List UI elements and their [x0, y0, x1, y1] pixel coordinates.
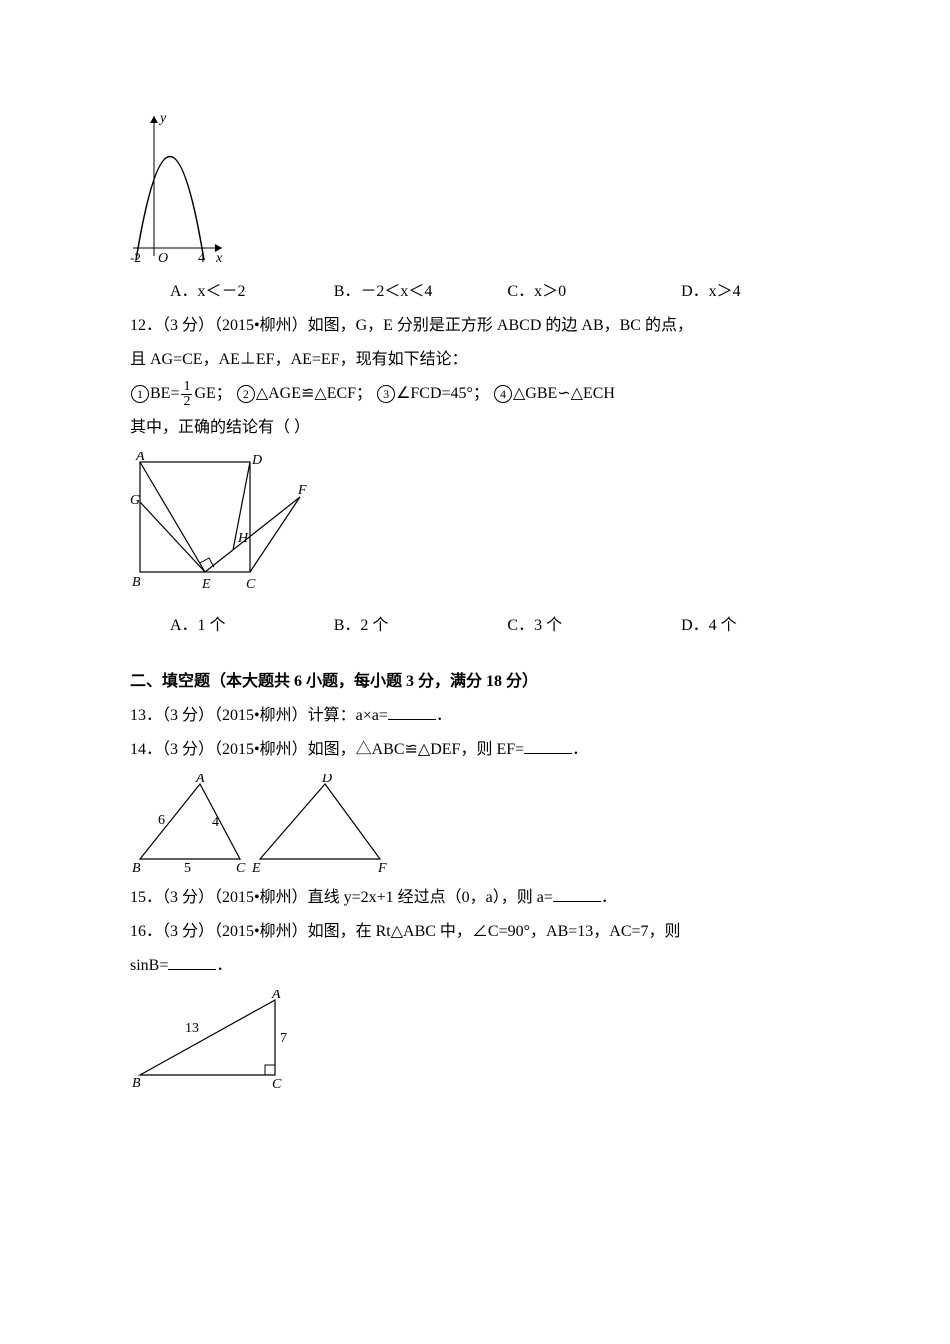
- svg-text:A: A: [135, 452, 145, 464]
- neg2-label: -2: [130, 250, 141, 265]
- q14-line: 14．（3 分）（2015•柳州）如图，△ABC≌△DEF，则 EF=．: [130, 734, 820, 766]
- section-2-header: 二、填空题（本大题共 6 小题，每小题 3 分，满分 18 分）: [130, 666, 820, 698]
- svg-text:C: C: [246, 577, 256, 592]
- svg-text:F: F: [377, 861, 387, 874]
- q12-square-figure: A D G F H B E C: [130, 452, 820, 602]
- q12-statements: 1BE=12GE； 2△AGE≌△ECF； 3∠FCD=45°； 4△GBE∽△…: [130, 378, 820, 410]
- origin-label: O: [158, 251, 168, 266]
- svg-text:D: D: [251, 453, 262, 468]
- q11-options: A．x＜－2 B．－2＜x＜4 C．x＞0 D．x＞4: [130, 276, 820, 308]
- q12-options: A．1 个 B．2 个 C．3 个 D．4 个: [130, 610, 820, 642]
- svg-text:C: C: [272, 1077, 282, 1090]
- q15-line: 15．（3 分）（2015•柳州）直线 y=2x+1 经过点（0，a），则 a=…: [130, 882, 820, 914]
- q14-blank: [524, 740, 572, 754]
- svg-text:A: A: [195, 774, 205, 786]
- svg-text:A: A: [271, 990, 281, 1002]
- q11-option-d: D．x＞4: [681, 276, 820, 308]
- q11-option-a: A．x＜－2: [170, 276, 334, 308]
- parabola-svg: y x O -2 4: [130, 108, 230, 268]
- q11-option-b: B．－2＜x＜4: [334, 276, 508, 308]
- circled-2: 2: [237, 385, 255, 403]
- svg-text:6: 6: [158, 813, 165, 828]
- svg-text:7: 7: [280, 1031, 287, 1046]
- svg-text:D: D: [321, 774, 332, 786]
- svg-text:C: C: [236, 861, 246, 874]
- q12-option-a: A．1 个: [170, 610, 334, 642]
- svg-text:H: H: [237, 531, 249, 546]
- q16-rt-triangle-figure: A B C 13 7: [130, 990, 820, 1090]
- q15-blank: [553, 888, 601, 902]
- y-label: y: [158, 111, 167, 126]
- svg-text:G: G: [130, 493, 140, 508]
- svg-text:5: 5: [184, 861, 191, 874]
- x-label: x: [215, 251, 223, 266]
- svg-text:B: B: [132, 1076, 141, 1090]
- q16-blank: [168, 956, 216, 970]
- q11-parabola-figure: y x O -2 4: [130, 108, 820, 268]
- q12-option-d: D．4 个: [681, 610, 820, 642]
- q14-triangles-figure: A B C 6 4 5 D E F: [130, 774, 820, 874]
- svg-text:B: B: [132, 575, 141, 590]
- triangles-svg: A B C 6 4 5 D E F: [130, 774, 390, 874]
- q12-line2: 且 AG=CE，AE⊥EF，AE=EF，现有如下结论：: [130, 344, 820, 376]
- q11-option-c: C．x＞0: [507, 276, 681, 308]
- q12-option-b: B．2 个: [334, 610, 508, 642]
- q16-line1: 16．（3 分）（2015•柳州）如图，在 Rt△ABC 中，∠C=90°，AB…: [130, 916, 820, 948]
- q13-line: 13．（3 分）（2015•柳州）计算：a×a=．: [130, 700, 820, 732]
- circled-3: 3: [377, 385, 395, 403]
- fraction-half: 12: [181, 380, 192, 409]
- circled-4: 4: [494, 385, 512, 403]
- q12-line1: 12．（3 分）（2015•柳州）如图，G，E 分别是正方形 ABCD 的边 A…: [130, 310, 820, 342]
- svg-text:B: B: [132, 861, 141, 874]
- svg-text:13: 13: [185, 1021, 199, 1036]
- svg-text:4: 4: [212, 815, 219, 830]
- q12-line4: 其中，正确的结论有（ ）: [130, 412, 820, 444]
- svg-text:E: E: [251, 861, 261, 874]
- square-svg: A D G F H B E C: [130, 452, 330, 602]
- circled-1: 1: [131, 385, 149, 403]
- svg-text:E: E: [201, 577, 211, 592]
- q12-option-c: C．3 个: [507, 610, 681, 642]
- pos4-label: 4: [198, 251, 205, 266]
- q13-blank: [388, 706, 436, 720]
- q16-line2: sinB=．: [130, 950, 820, 982]
- svg-text:F: F: [297, 483, 307, 498]
- rt-triangle-svg: A B C 13 7: [130, 990, 300, 1090]
